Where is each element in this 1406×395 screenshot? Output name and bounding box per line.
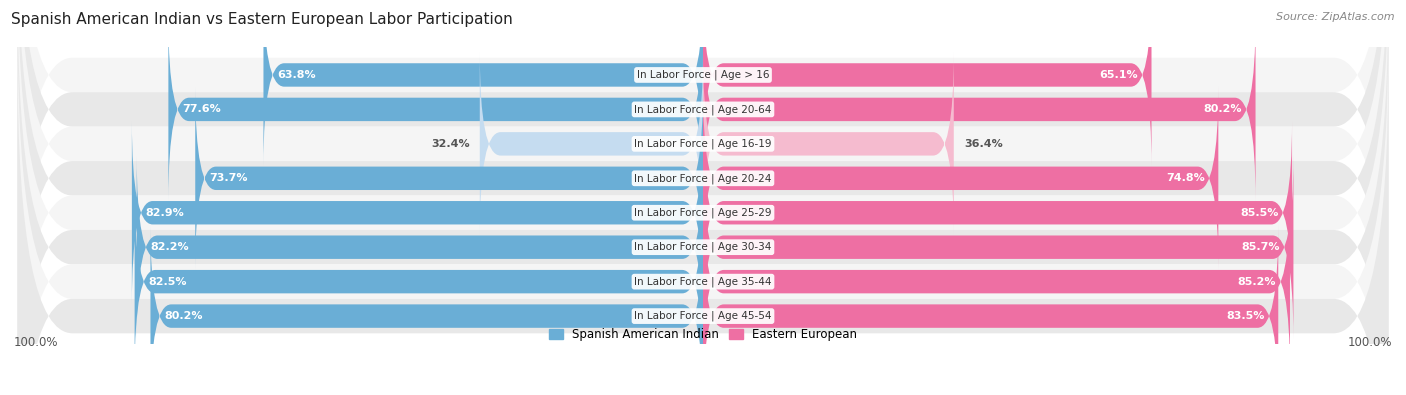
Text: In Labor Force | Age > 16: In Labor Force | Age > 16 [637, 70, 769, 80]
Text: In Labor Force | Age 30-34: In Labor Force | Age 30-34 [634, 242, 772, 252]
Text: 100.0%: 100.0% [14, 337, 59, 350]
Text: 36.4%: 36.4% [965, 139, 1002, 149]
FancyBboxPatch shape [263, 0, 703, 167]
FancyBboxPatch shape [136, 156, 703, 339]
FancyBboxPatch shape [195, 87, 703, 270]
Legend: Spanish American Indian, Eastern European: Spanish American Indian, Eastern Europea… [548, 328, 858, 341]
Text: 63.8%: 63.8% [277, 70, 316, 80]
Text: In Labor Force | Age 20-24: In Labor Force | Age 20-24 [634, 173, 772, 184]
Text: 80.2%: 80.2% [1204, 104, 1241, 115]
Text: 82.9%: 82.9% [146, 208, 184, 218]
Text: 85.5%: 85.5% [1240, 208, 1278, 218]
Text: 74.8%: 74.8% [1166, 173, 1205, 183]
FancyBboxPatch shape [703, 0, 1152, 167]
FancyBboxPatch shape [703, 156, 1294, 339]
FancyBboxPatch shape [17, 58, 1389, 395]
FancyBboxPatch shape [703, 224, 1278, 395]
FancyBboxPatch shape [703, 87, 1219, 270]
FancyBboxPatch shape [132, 121, 703, 305]
FancyBboxPatch shape [703, 190, 1289, 373]
FancyBboxPatch shape [17, 0, 1389, 368]
FancyBboxPatch shape [17, 23, 1389, 395]
FancyBboxPatch shape [17, 0, 1389, 395]
FancyBboxPatch shape [17, 0, 1389, 395]
FancyBboxPatch shape [703, 121, 1292, 305]
Text: 77.6%: 77.6% [183, 104, 221, 115]
Text: 32.4%: 32.4% [430, 139, 470, 149]
FancyBboxPatch shape [17, 0, 1389, 395]
Text: 73.7%: 73.7% [209, 173, 247, 183]
Text: 82.2%: 82.2% [150, 242, 188, 252]
Text: In Labor Force | Age 16-19: In Labor Force | Age 16-19 [634, 139, 772, 149]
FancyBboxPatch shape [479, 52, 703, 235]
Text: 82.5%: 82.5% [149, 276, 187, 287]
FancyBboxPatch shape [135, 190, 703, 373]
Text: 100.0%: 100.0% [1347, 337, 1392, 350]
Text: In Labor Force | Age 20-64: In Labor Force | Age 20-64 [634, 104, 772, 115]
FancyBboxPatch shape [17, 0, 1389, 395]
FancyBboxPatch shape [17, 0, 1389, 333]
FancyBboxPatch shape [703, 52, 953, 235]
Text: Source: ZipAtlas.com: Source: ZipAtlas.com [1277, 12, 1395, 22]
Text: In Labor Force | Age 25-29: In Labor Force | Age 25-29 [634, 207, 772, 218]
Text: 85.7%: 85.7% [1241, 242, 1279, 252]
FancyBboxPatch shape [150, 224, 703, 395]
FancyBboxPatch shape [169, 18, 703, 201]
Text: Spanish American Indian vs Eastern European Labor Participation: Spanish American Indian vs Eastern Europ… [11, 12, 513, 27]
Text: 65.1%: 65.1% [1099, 70, 1137, 80]
Text: In Labor Force | Age 35-44: In Labor Force | Age 35-44 [634, 276, 772, 287]
Text: 85.2%: 85.2% [1237, 276, 1277, 287]
Text: 83.5%: 83.5% [1226, 311, 1264, 321]
FancyBboxPatch shape [703, 18, 1256, 201]
Text: 80.2%: 80.2% [165, 311, 202, 321]
Text: In Labor Force | Age 45-54: In Labor Force | Age 45-54 [634, 311, 772, 322]
